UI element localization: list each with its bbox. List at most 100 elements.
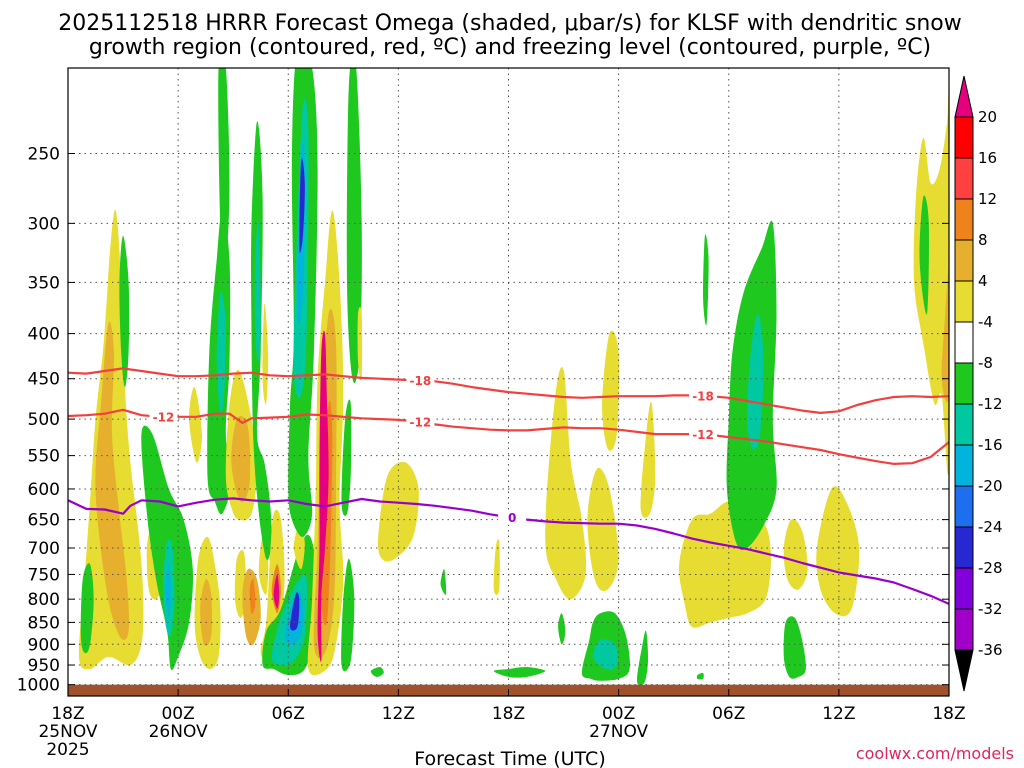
x-tick-label-42: 12Z <box>822 704 855 724</box>
omega-region-up-very-strong <box>299 157 305 254</box>
x-tick-label-6: 00Z <box>161 704 194 724</box>
omega-region-up-weak <box>919 195 929 315</box>
omega-colorbar: 20 16 12 8 4 -4 -8 -12 -16 -20 -24 -28 -32 -36 <box>954 75 1003 692</box>
colorbar-label: -36 <box>978 641 1003 659</box>
omega-region-up-weak <box>696 672 704 680</box>
contour-label-bg <box>689 388 718 403</box>
contour-line--12 <box>68 408 949 465</box>
colorbar-swatch <box>954 362 974 405</box>
colorbar-label: -8 <box>978 354 993 372</box>
omega-region-up-moderate <box>592 639 618 670</box>
x-tick-label-12: 06Z <box>272 704 305 724</box>
omega-region-down-weak <box>377 461 419 562</box>
y-axis-pressure: 2503003504004505005506006507007508008509… <box>17 144 949 696</box>
omega-region-down-moderate <box>941 268 949 403</box>
omega-region-down-moderate <box>95 321 130 640</box>
colorbar-label: -16 <box>978 436 1003 454</box>
y-tick-label-1000: 1000 <box>17 676 60 696</box>
omega-region-up-weak <box>493 666 546 678</box>
contour-labels: -18 -18 -12 -12 -12 0 <box>149 373 718 525</box>
y-tick-label-400: 400 <box>28 325 60 345</box>
omega-region-up-weak <box>341 399 352 516</box>
contour-label--12: -12 <box>153 410 175 424</box>
omega-region-down-strong <box>249 578 256 614</box>
x-tick-label-36: 06Z <box>712 704 745 724</box>
y-tick-label-250: 250 <box>28 144 60 164</box>
contour-label--12: -12 <box>410 415 432 429</box>
y-tick-label-500: 500 <box>28 410 60 430</box>
x-tick-date-30: 27NOV <box>589 722 648 742</box>
colorbar-label: -20 <box>978 477 1003 495</box>
omega-region-down-extreme <box>273 574 280 609</box>
colorbar-swatch <box>954 485 974 528</box>
omega-region-down-weak <box>587 467 619 592</box>
omega-shading-layer <box>78 68 949 686</box>
contour-label--18: -18 <box>692 389 714 403</box>
chart-title-line-2: growth region (contoured, red, ºC) and f… <box>89 35 931 60</box>
y-tick-label-800: 800 <box>28 590 60 610</box>
contour-label-bg <box>406 373 435 388</box>
omega-region-up-strong <box>165 564 171 618</box>
omega-region-down-weak <box>783 518 808 590</box>
colorbar-swatch <box>954 444 974 487</box>
y-tick-label-300: 300 <box>28 214 60 234</box>
omega-region-down-moderate <box>231 416 251 503</box>
x-tick-label-48: 18Z <box>932 704 965 724</box>
x-tick-year-0: 2025 <box>46 740 89 760</box>
colorbar-swatch <box>954 239 974 282</box>
x-tick-date-0: 25NOV <box>38 722 97 742</box>
colorbar-swatch <box>954 567 974 610</box>
y-tick-label-700: 700 <box>28 539 60 559</box>
credit-link[interactable]: coolwx.com/models <box>856 744 1014 763</box>
omega-region-up-weak <box>346 68 362 384</box>
omega-region-down-weak <box>602 330 620 451</box>
colorbar-top-arrow <box>954 75 974 118</box>
contour-label-bg <box>498 510 527 525</box>
colorbar-label: -24 <box>978 518 1003 536</box>
colorbar-swatch <box>954 403 974 446</box>
chart-title-line-1: 2025112518 HRRR Forecast Omega (shaded, … <box>58 11 961 36</box>
x-tick-label-18: 12Z <box>382 704 415 724</box>
omega-region-down-weak <box>640 402 656 518</box>
omega-region-up-weak <box>703 234 709 326</box>
omega-region-up-weak <box>218 68 230 262</box>
colorbar-swatch <box>954 116 974 159</box>
contour-label--18: -18 <box>410 374 432 388</box>
omega-region-down-extreme <box>317 330 329 663</box>
omega-region-up-weak <box>251 121 272 560</box>
contour-label-bg <box>406 414 435 429</box>
y-tick-label-950: 950 <box>28 656 60 676</box>
y-tick-label-750: 750 <box>28 565 60 585</box>
omega-region-up-weak <box>440 569 447 595</box>
omega-region-up-weak <box>341 558 355 672</box>
contour-label-freezing-level: 0 <box>508 511 516 525</box>
omega-region-down-weak <box>545 367 587 600</box>
contour-line--18 <box>68 367 949 414</box>
colorbar-swatch <box>954 526 974 569</box>
colorbar-label: 20 <box>978 108 997 126</box>
colorbar-label: 12 <box>978 190 997 208</box>
y-tick-label-650: 650 <box>28 511 60 531</box>
colorbar-label: 16 <box>978 149 997 167</box>
colorbar-label: -12 <box>978 395 1003 413</box>
contour-label-bg <box>689 427 718 442</box>
omega-region-up-weak <box>119 235 130 388</box>
x-tick-label-24: 18Z <box>492 704 525 724</box>
colorbar-label: -4 <box>978 313 993 331</box>
omega-region-down-weak <box>189 386 203 463</box>
y-tick-label-450: 450 <box>28 370 60 390</box>
y-tick-label-850: 850 <box>28 613 60 633</box>
omega-region-down-weak <box>816 486 860 617</box>
y-tick-label-600: 600 <box>28 480 60 500</box>
colorbar-label: 8 <box>978 231 988 249</box>
y-tick-label-350: 350 <box>28 273 60 293</box>
x-axis-title: Forecast Time (UTC) <box>414 748 605 768</box>
omega-region-up-weak <box>370 666 384 677</box>
colorbar-swatch <box>954 280 974 323</box>
colorbar-label: -32 <box>978 600 1003 618</box>
omega-region-up-weak <box>636 630 649 686</box>
omega-region-up-moderate <box>216 292 226 414</box>
colorbar-swatch <box>954 608 974 651</box>
